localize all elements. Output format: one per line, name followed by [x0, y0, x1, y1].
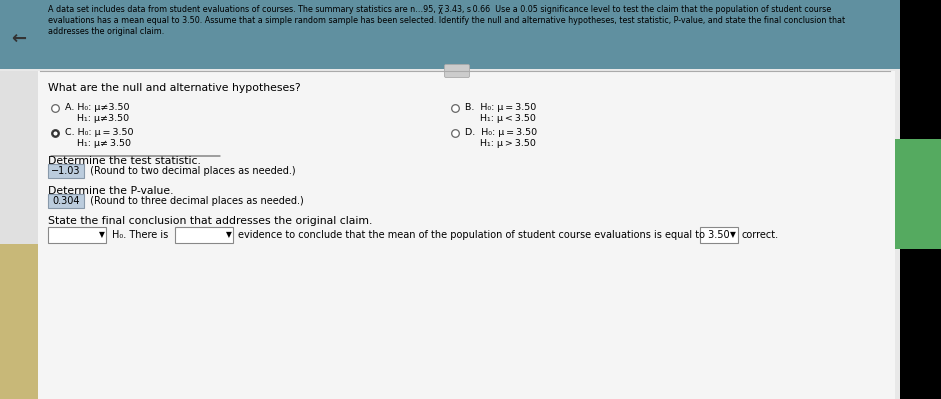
FancyBboxPatch shape: [48, 164, 84, 178]
FancyBboxPatch shape: [0, 0, 900, 399]
FancyBboxPatch shape: [444, 65, 470, 77]
Text: ←: ←: [11, 30, 26, 48]
FancyBboxPatch shape: [0, 0, 900, 69]
Text: A. H₀: μ≠3.50: A. H₀: μ≠3.50: [65, 103, 130, 112]
Text: D.  H₀: μ = 3.50: D. H₀: μ = 3.50: [465, 128, 537, 137]
Text: 0.304: 0.304: [53, 196, 80, 206]
FancyBboxPatch shape: [895, 139, 941, 249]
Text: (Round to two decimal places as needed.): (Round to two decimal places as needed.): [87, 166, 295, 176]
Text: (Round to three decimal places as needed.): (Round to three decimal places as needed…: [87, 196, 304, 206]
Text: −1.03: −1.03: [51, 166, 81, 176]
Text: H₁: μ > 3.50: H₁: μ > 3.50: [465, 139, 535, 148]
Text: H₀. There is: H₀. There is: [112, 230, 168, 240]
Text: correct.: correct.: [742, 230, 779, 240]
Text: Determine the test statistic.: Determine the test statistic.: [48, 156, 200, 166]
FancyBboxPatch shape: [48, 194, 84, 208]
Text: What are the null and alternative hypotheses?: What are the null and alternative hypoth…: [48, 83, 300, 93]
Text: addresses the original claim.: addresses the original claim.: [48, 27, 165, 36]
FancyBboxPatch shape: [0, 244, 38, 399]
Text: H₁: μ≠3.50: H₁: μ≠3.50: [65, 114, 129, 123]
Text: A data set includes data from student evaluations of courses. The summary statis: A data set includes data from student ev…: [48, 5, 831, 14]
Text: Determine the P-value.: Determine the P-value.: [48, 186, 173, 196]
Text: ▼: ▼: [99, 231, 105, 239]
Text: ▼: ▼: [730, 231, 736, 239]
FancyBboxPatch shape: [0, 71, 38, 399]
FancyBboxPatch shape: [700, 227, 738, 243]
Text: C. H₀: μ = 3.50: C. H₀: μ = 3.50: [65, 128, 134, 137]
Text: ▼: ▼: [226, 231, 231, 239]
Text: H₁: μ≠ 3.50: H₁: μ≠ 3.50: [65, 139, 131, 148]
Text: H₁: μ < 3.50: H₁: μ < 3.50: [465, 114, 535, 123]
Text: evidence to conclude that the mean of the population of student course evaluatio: evidence to conclude that the mean of th…: [238, 230, 729, 240]
Text: B.  H₀: μ = 3.50: B. H₀: μ = 3.50: [465, 103, 536, 112]
FancyBboxPatch shape: [38, 71, 895, 399]
FancyBboxPatch shape: [175, 227, 233, 243]
FancyBboxPatch shape: [48, 227, 106, 243]
Text: evaluations has a mean equal to 3.50. Assume that a simple random sample has bee: evaluations has a mean equal to 3.50. As…: [48, 16, 845, 25]
Text: State the final conclusion that addresses the original claim.: State the final conclusion that addresse…: [48, 216, 373, 226]
